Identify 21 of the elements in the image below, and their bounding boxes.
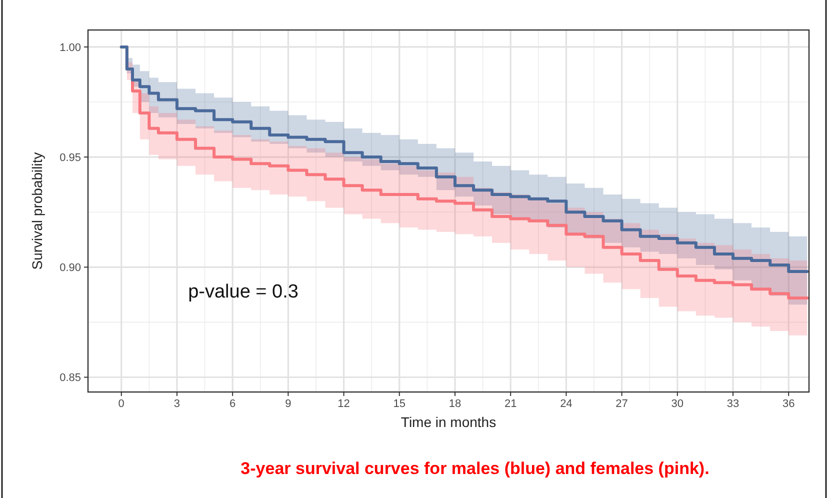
x-tick-label: 6 [230, 398, 236, 410]
x-tick-label: 18 [448, 398, 462, 410]
y-tick-label: 0.85 [60, 372, 81, 384]
annotation: p-value = 0.3 [188, 281, 298, 302]
x-tick-label: 24 [560, 398, 572, 410]
x-tick-label: 3 [174, 398, 180, 410]
text: 3-year survival curves for males (blue) and females (pink). [240, 459, 710, 478]
x-tick-label: 0 [118, 398, 124, 410]
x-tick-label: 36 [782, 398, 795, 410]
x-tick-label: 27 [616, 398, 628, 410]
x-tick-label: 30 [671, 398, 684, 410]
x-tick-label: 21 [504, 398, 517, 410]
y-tick-label: 0.90 [60, 262, 81, 274]
x-tick-label: 33 [726, 398, 740, 410]
x-tick-label: 12 [338, 398, 350, 410]
y-axis-title: Survival probability [29, 152, 45, 270]
x-tick-label: 15 [393, 398, 406, 410]
x-tick-label: 9 [285, 398, 292, 410]
x-axis-title: Time in months [400, 414, 496, 430]
y-tick-label: 1.00 [60, 42, 81, 54]
y-tick-label: 0.95 [60, 152, 81, 164]
